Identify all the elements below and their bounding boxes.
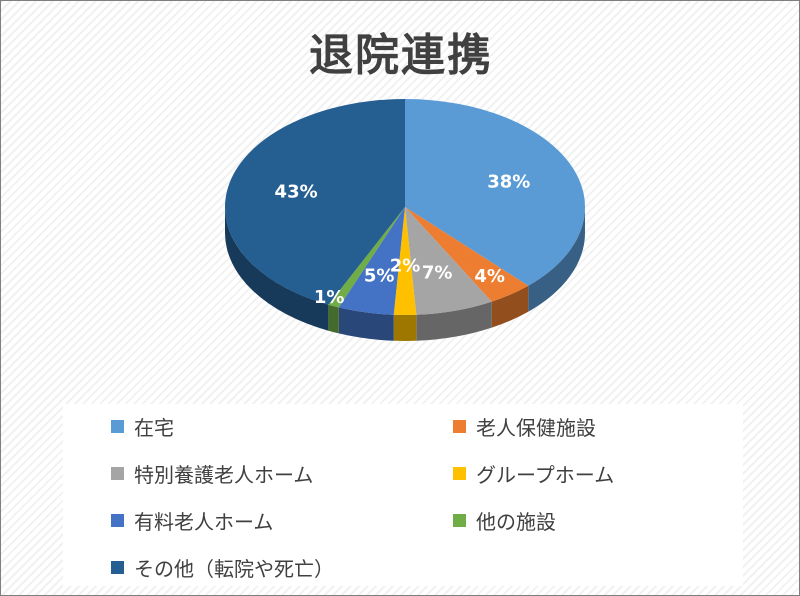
legend-item-2: 老人保健施設	[453, 412, 596, 441]
pie-side-walls	[225, 207, 585, 341]
legend-item-1: 在宅	[111, 412, 174, 441]
pie-slice-6	[328, 207, 405, 308]
pie-slice-7	[225, 99, 405, 305]
pie-chart: 38% 4% 7%2%5% 1% 43%	[225, 99, 585, 341]
legend-swatch	[453, 420, 466, 433]
chart-title: 退院連携	[309, 30, 493, 81]
legend-swatch	[453, 514, 466, 527]
legend-item-3: 特別養護老人ホーム	[111, 459, 313, 488]
pie-data-label-6: 1%	[314, 287, 345, 308]
pie-slice-4	[393, 207, 417, 315]
legend-item-7: その他（転院や死亡）	[111, 553, 334, 582]
pie-side-1	[528, 207, 585, 312]
pie-side-3	[416, 301, 492, 341]
pie-side-7	[225, 207, 329, 331]
pie-data-label-2: 4%	[474, 266, 505, 287]
pie-side-2	[491, 285, 529, 328]
legend-label: 在宅	[134, 416, 174, 440]
pie-side-5	[338, 307, 394, 341]
legend-swatch	[453, 467, 466, 480]
pie-data-label-5: 5%	[364, 266, 395, 287]
legend-swatch	[111, 514, 124, 527]
legend-swatch	[111, 561, 124, 574]
legend-label: 老人保健施設	[476, 416, 596, 440]
pie-data-label-7: 43%	[275, 181, 318, 202]
legend-label: 特別養護老人ホーム	[134, 463, 314, 487]
pie-side-4	[393, 314, 417, 341]
pie-slice-1	[405, 99, 585, 286]
legend-label: 有料老人ホーム	[134, 510, 274, 534]
legend-label: その他（転院や死亡）	[134, 557, 334, 581]
pie-side-6	[328, 304, 339, 334]
pie-data-label-1: 38%	[487, 171, 530, 192]
chart-legend: 在宅 老人保健施設特別養護老人ホーム グループホーム有料老人ホーム 他の施設その他（転…	[63, 404, 743, 586]
pie-slice-2	[405, 207, 529, 302]
legend-swatch	[111, 420, 124, 433]
legend-label: 他の施設	[476, 510, 556, 534]
pie-data-label-3: 7%	[422, 262, 453, 283]
pie-data-label-4: 2%	[390, 255, 421, 276]
legend-item-6: 他の施設	[453, 506, 556, 535]
legend-item-4: グループホーム	[453, 459, 614, 488]
legend-label: グループホーム	[476, 463, 615, 487]
pie-slice-5	[338, 207, 405, 315]
legend-swatch	[111, 467, 124, 480]
legend-item-5: 有料老人ホーム	[111, 506, 273, 535]
pie-slice-3	[405, 207, 492, 315]
